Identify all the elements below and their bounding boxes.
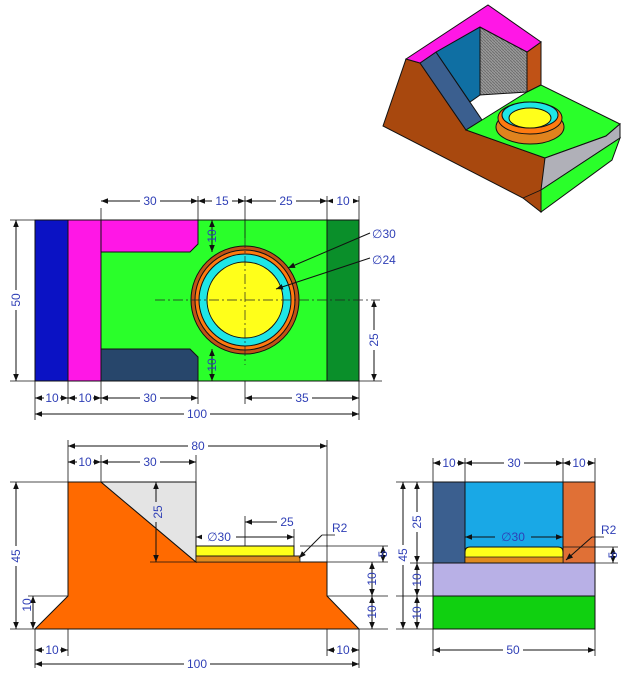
- front-dim-b10-left: 10: [45, 643, 59, 657]
- top-dim-10-inner-bottom: 10: [205, 358, 219, 372]
- front-dim-phi30: ∅30: [207, 530, 231, 544]
- top-navy-tab: [100, 348, 199, 382]
- side-dim-10-1: 10: [410, 573, 424, 587]
- top-dim-25-right: 25: [367, 333, 381, 347]
- isometric-view: [382, 4, 621, 213]
- top-dim-phi30: ∅30: [372, 227, 396, 241]
- side-dim-10a: 10: [442, 456, 456, 470]
- side-lavender: [432, 562, 596, 597]
- iso-boss-yellow: [508, 107, 552, 129]
- side-dim-30: 30: [507, 456, 521, 470]
- top-dim-b10b: 10: [78, 391, 92, 405]
- front-gray-triangle: [99, 481, 197, 564]
- front-dim-30: 30: [143, 455, 157, 469]
- front-dim-10-r2: 10: [365, 605, 379, 619]
- side-dim-phi30: ∅30: [501, 530, 525, 544]
- front-dim-25: 25: [280, 515, 294, 529]
- top-magenta-tab: [100, 219, 199, 253]
- top-dim-b30: 30: [143, 391, 157, 405]
- side-green: [432, 595, 596, 630]
- top-dim-15: 15: [215, 194, 229, 208]
- front-dim-10-r1: 10: [365, 572, 379, 586]
- top-dim-10: 10: [336, 194, 350, 208]
- top-magenta-strip: [67, 219, 102, 382]
- side-navy-wall: [432, 481, 466, 564]
- side-dim-5: 5: [606, 551, 620, 558]
- top-dim-30: 30: [143, 194, 157, 208]
- front-boss-base: [195, 555, 301, 563]
- front-dim-45: 45: [9, 549, 23, 563]
- top-dim-b35: 35: [295, 391, 309, 405]
- iso-front-mid: [522, 189, 542, 213]
- side-dim-25: 25: [410, 515, 424, 529]
- side-rust-wall: [562, 481, 596, 564]
- side-dim-R2: R2: [601, 523, 617, 537]
- front-dim-5: 5: [376, 550, 390, 557]
- front-dim-10: 10: [78, 455, 92, 469]
- front-view: 80 10 30 25 ∅30 25 R2 45 10: [9, 439, 390, 671]
- front-dim-b100: 100: [187, 657, 207, 671]
- side-dim-10b: 10: [572, 456, 586, 470]
- side-view: 10 30 10 ∅30 R2 45 25 10 10 5: [396, 456, 620, 657]
- side-dim-10-2: 10: [410, 606, 424, 620]
- top-dim-10-inner-top: 10: [205, 229, 219, 243]
- top-dim-25: 25: [279, 194, 293, 208]
- top-blue-strip: [34, 219, 69, 382]
- iso-top-magenta: [404, 4, 542, 64]
- front-dim-25-v: 25: [151, 505, 165, 519]
- front-dim-10-left: 10: [20, 598, 34, 612]
- top-dark-green-strip: [326, 219, 360, 382]
- top-dim-50: 50: [9, 293, 23, 307]
- top-dim-b10a: 10: [45, 391, 59, 405]
- front-dim-80: 80: [191, 439, 205, 453]
- top-view: 30 15 25 10 10 10 ∅30 ∅24 50 25: [9, 194, 396, 421]
- front-dim-b10-right: 10: [336, 643, 350, 657]
- side-boss-base: [464, 556, 564, 564]
- iso-front-gray: [540, 122, 621, 192]
- top-dim-b100: 100: [187, 407, 207, 421]
- front-dim-R2: R2: [332, 521, 348, 535]
- top-dim-phi24: ∅24: [372, 253, 396, 267]
- side-dim-45: 45: [396, 548, 410, 562]
- side-dim-50: 50: [506, 643, 520, 657]
